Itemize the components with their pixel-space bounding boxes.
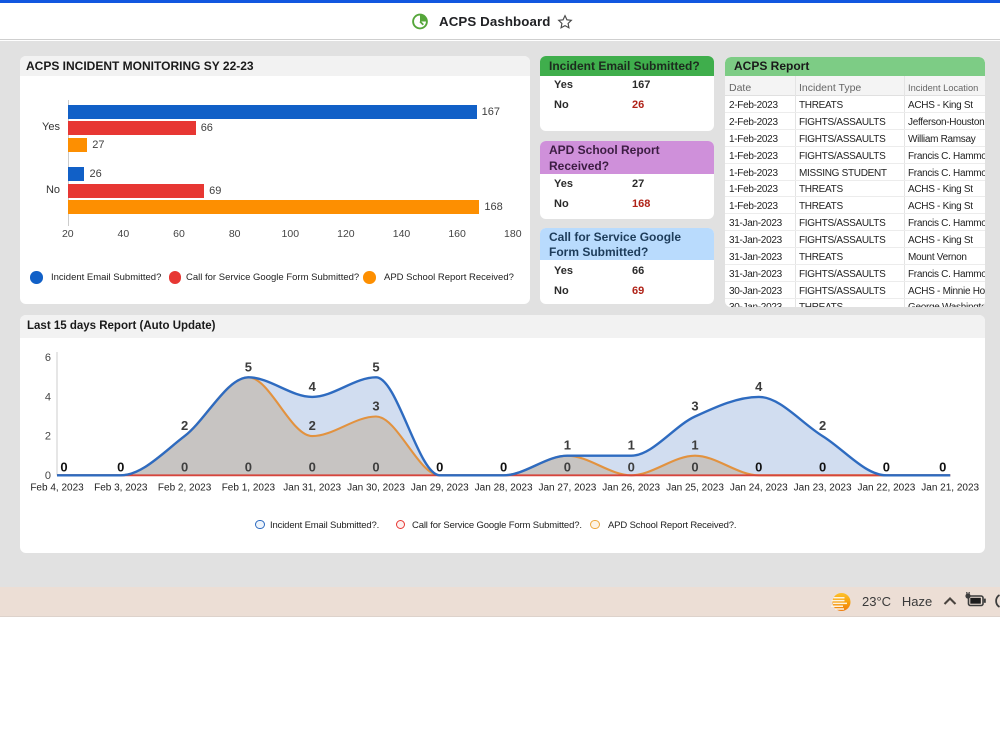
svg-text:Feb 3, 2023: Feb 3, 2023 [94,483,148,494]
svg-text:1: 1 [628,438,635,453]
svg-text:2: 2 [309,418,316,433]
svg-text:0: 0 [245,460,252,475]
svg-text:0: 0 [883,460,890,475]
svg-text:1: 1 [691,438,698,453]
svg-text:4: 4 [755,379,763,394]
svg-text:Jan 22, 2023: Jan 22, 2023 [857,483,915,494]
svg-text:Jan 29, 2023: Jan 29, 2023 [411,483,469,494]
svg-text:5: 5 [245,359,252,374]
svg-text:Jan 28, 2023: Jan 28, 2023 [475,483,533,494]
svg-text:Jan 21, 2023: Jan 21, 2023 [921,483,979,494]
svg-text:0: 0 [939,460,946,475]
svg-text:0: 0 [755,460,762,475]
svg-text:1: 1 [564,438,571,453]
svg-text:Feb 4, 2023: Feb 4, 2023 [30,483,84,494]
svg-text:Jan 27, 2023: Jan 27, 2023 [538,483,596,494]
svg-text:6: 6 [45,352,51,364]
svg-text:2: 2 [819,418,826,433]
svg-text:0: 0 [309,460,316,475]
svg-text:5: 5 [372,359,379,374]
svg-text:0: 0 [628,460,635,475]
svg-text:0: 0 [372,460,379,475]
svg-text:0: 0 [564,460,571,475]
svg-text:4: 4 [309,379,317,394]
svg-text:Jan 31, 2023: Jan 31, 2023 [283,483,341,494]
svg-text:3: 3 [691,399,698,414]
svg-text:4: 4 [45,391,51,403]
svg-text:Jan 23, 2023: Jan 23, 2023 [794,483,852,494]
svg-text:0: 0 [691,460,698,475]
svg-text:2: 2 [181,418,188,433]
svg-text:3: 3 [372,399,379,414]
svg-text:Feb 2, 2023: Feb 2, 2023 [158,483,212,494]
svg-text:0: 0 [60,460,67,475]
svg-text:0: 0 [181,460,188,475]
svg-text:Jan 30, 2023: Jan 30, 2023 [347,483,405,494]
svg-text:0: 0 [500,460,507,475]
svg-text:0: 0 [45,470,51,482]
svg-text:0: 0 [117,460,124,475]
svg-text:2: 2 [45,431,51,443]
svg-text:Feb 1, 2023: Feb 1, 2023 [222,483,276,494]
svg-text:Jan 25, 2023: Jan 25, 2023 [666,483,724,494]
svg-text:0: 0 [436,460,443,475]
svg-text:Jan 24, 2023: Jan 24, 2023 [730,483,788,494]
svg-text:0: 0 [819,460,826,475]
svg-text:Jan 26, 2023: Jan 26, 2023 [602,483,660,494]
